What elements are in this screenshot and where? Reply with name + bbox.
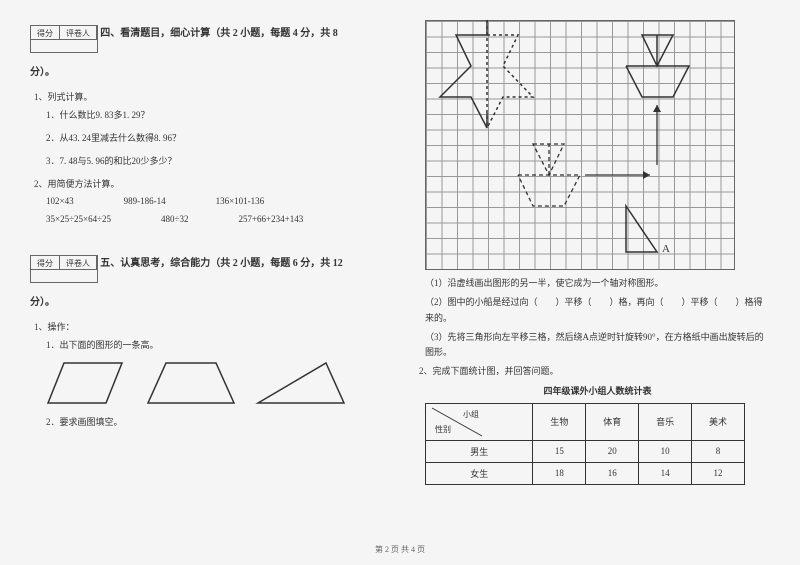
right-column: A （1）沿虚线画出图形的另一半，使它成为一个轴对称图形。 （2）图中的小船是经… <box>415 20 770 510</box>
stats-table: 小组 性别 生物 体育 音乐 美术 男生 15 20 10 8 女生 18 16 <box>425 403 745 485</box>
cell: 14 <box>639 462 692 484</box>
col-h4: 美术 <box>692 403 745 440</box>
score-box-4: 得分 评卷人 四、看清题目，细心计算（共 2 小题，每题 4 分，共 8 <box>30 20 385 59</box>
q5-1a: 1．出下面的图形的一条高。 <box>46 338 385 351</box>
calc-1b: 989-186-14 <box>124 196 166 206</box>
left-column: 得分 评卷人 四、看清题目，细心计算（共 2 小题，每题 4 分，共 8 分）。… <box>30 20 385 510</box>
cell: 16 <box>586 462 639 484</box>
row1-label: 男生 <box>426 440 533 462</box>
score-label-5: 得分 <box>31 256 60 270</box>
q5-1: 1、操作： <box>34 320 385 334</box>
grader-label-5: 评卷人 <box>60 256 97 270</box>
q4-1c: 3．7. 48与5. 96的和比20少多少？ <box>46 154 385 167</box>
cell: 20 <box>586 440 639 462</box>
col-h3: 音乐 <box>639 403 692 440</box>
grader-label: 评卷人 <box>60 26 97 40</box>
q4-1: 1、列式计算。 <box>34 90 385 104</box>
diag-bot: 性别 <box>435 424 451 435</box>
cell: 12 <box>692 462 745 484</box>
shapes-row <box>46 359 385 407</box>
calc-row-1: 102×43 989-186-14 136×101-136 <box>46 196 385 206</box>
col-h1: 生物 <box>533 403 586 440</box>
cell: 10 <box>639 440 692 462</box>
r-q3: （3）先将三角形向左平移三格，然后绕A点逆时针旋转90°，在方格纸中画出旋转后的… <box>425 330 770 361</box>
diag-top: 小组 <box>463 409 479 420</box>
q4-1a: 1．什么数比9. 83多1. 29？ <box>46 108 385 121</box>
page-footer: 第 2 页 共 4 页 <box>0 544 800 555</box>
parallelogram-shape <box>46 359 126 407</box>
row2-label: 女生 <box>426 462 533 484</box>
score-box-5: 得分 评卷人 五、认真思考，综合能力（共 2 小题，每题 6 分，共 12 <box>30 250 385 289</box>
section-4-title-2: 分）。 <box>30 63 55 78</box>
score-label: 得分 <box>31 26 60 40</box>
calc-2c: 257+66+234+143 <box>238 214 303 224</box>
col-h2: 体育 <box>586 403 639 440</box>
section-5-title: 五、认真思考，综合能力（共 2 小题，每题 6 分，共 12 <box>100 254 343 269</box>
triangle-shape <box>256 359 346 407</box>
table-row: 小组 性别 生物 体育 音乐 美术 <box>426 403 745 440</box>
calc-row-2: 35×25÷25×64÷25 480÷32 257+66+234+143 <box>46 214 385 224</box>
calc-1c: 136×101-136 <box>216 196 265 206</box>
table-title: 四年级课外小组人数统计表 <box>425 384 770 397</box>
grid-figure: A <box>425 20 735 270</box>
r-q4: 2、完成下面统计图，并回答问题。 <box>419 364 770 379</box>
cell: 18 <box>533 462 586 484</box>
r-q1: （1）沿虚线画出图形的另一半，使它成为一个轴对称图形。 <box>425 276 770 291</box>
section-4-title: 四、看清题目，细心计算（共 2 小题，每题 4 分，共 8 <box>100 24 338 39</box>
table-row: 女生 18 16 14 12 <box>426 462 745 484</box>
calc-2a: 35×25÷25×64÷25 <box>46 214 111 224</box>
calc-2b: 480÷32 <box>161 214 188 224</box>
trapezoid-shape <box>146 359 236 407</box>
page-columns: 得分 评卷人 四、看清题目，细心计算（共 2 小题，每题 4 分，共 8 分）。… <box>30 20 770 510</box>
point-a-label: A <box>662 243 670 255</box>
section-5-title-2: 分）。 <box>30 293 55 308</box>
q5-1b: 2．要求画图填空。 <box>46 415 385 428</box>
cell: 8 <box>692 440 745 462</box>
table-row: 男生 15 20 10 8 <box>426 440 745 462</box>
score-blank <box>31 40 60 52</box>
score-blank-5 <box>31 270 60 282</box>
cell: 15 <box>533 440 586 462</box>
q4-1b: 2．从43. 24里减去什么数得8. 96？ <box>46 131 385 144</box>
q4-2: 2、用简便方法计算。 <box>34 177 385 191</box>
grader-blank <box>60 40 97 52</box>
grid-svg: A <box>425 20 735 270</box>
r-q2: （2）图中的小船是经过向（ ）平移（ ）格，再向（ ）平移（ ）格得来的。 <box>425 295 770 326</box>
calc-1a: 102×43 <box>46 196 74 206</box>
grader-blank-5 <box>60 270 97 282</box>
diag-header: 小组 性别 <box>426 403 533 440</box>
